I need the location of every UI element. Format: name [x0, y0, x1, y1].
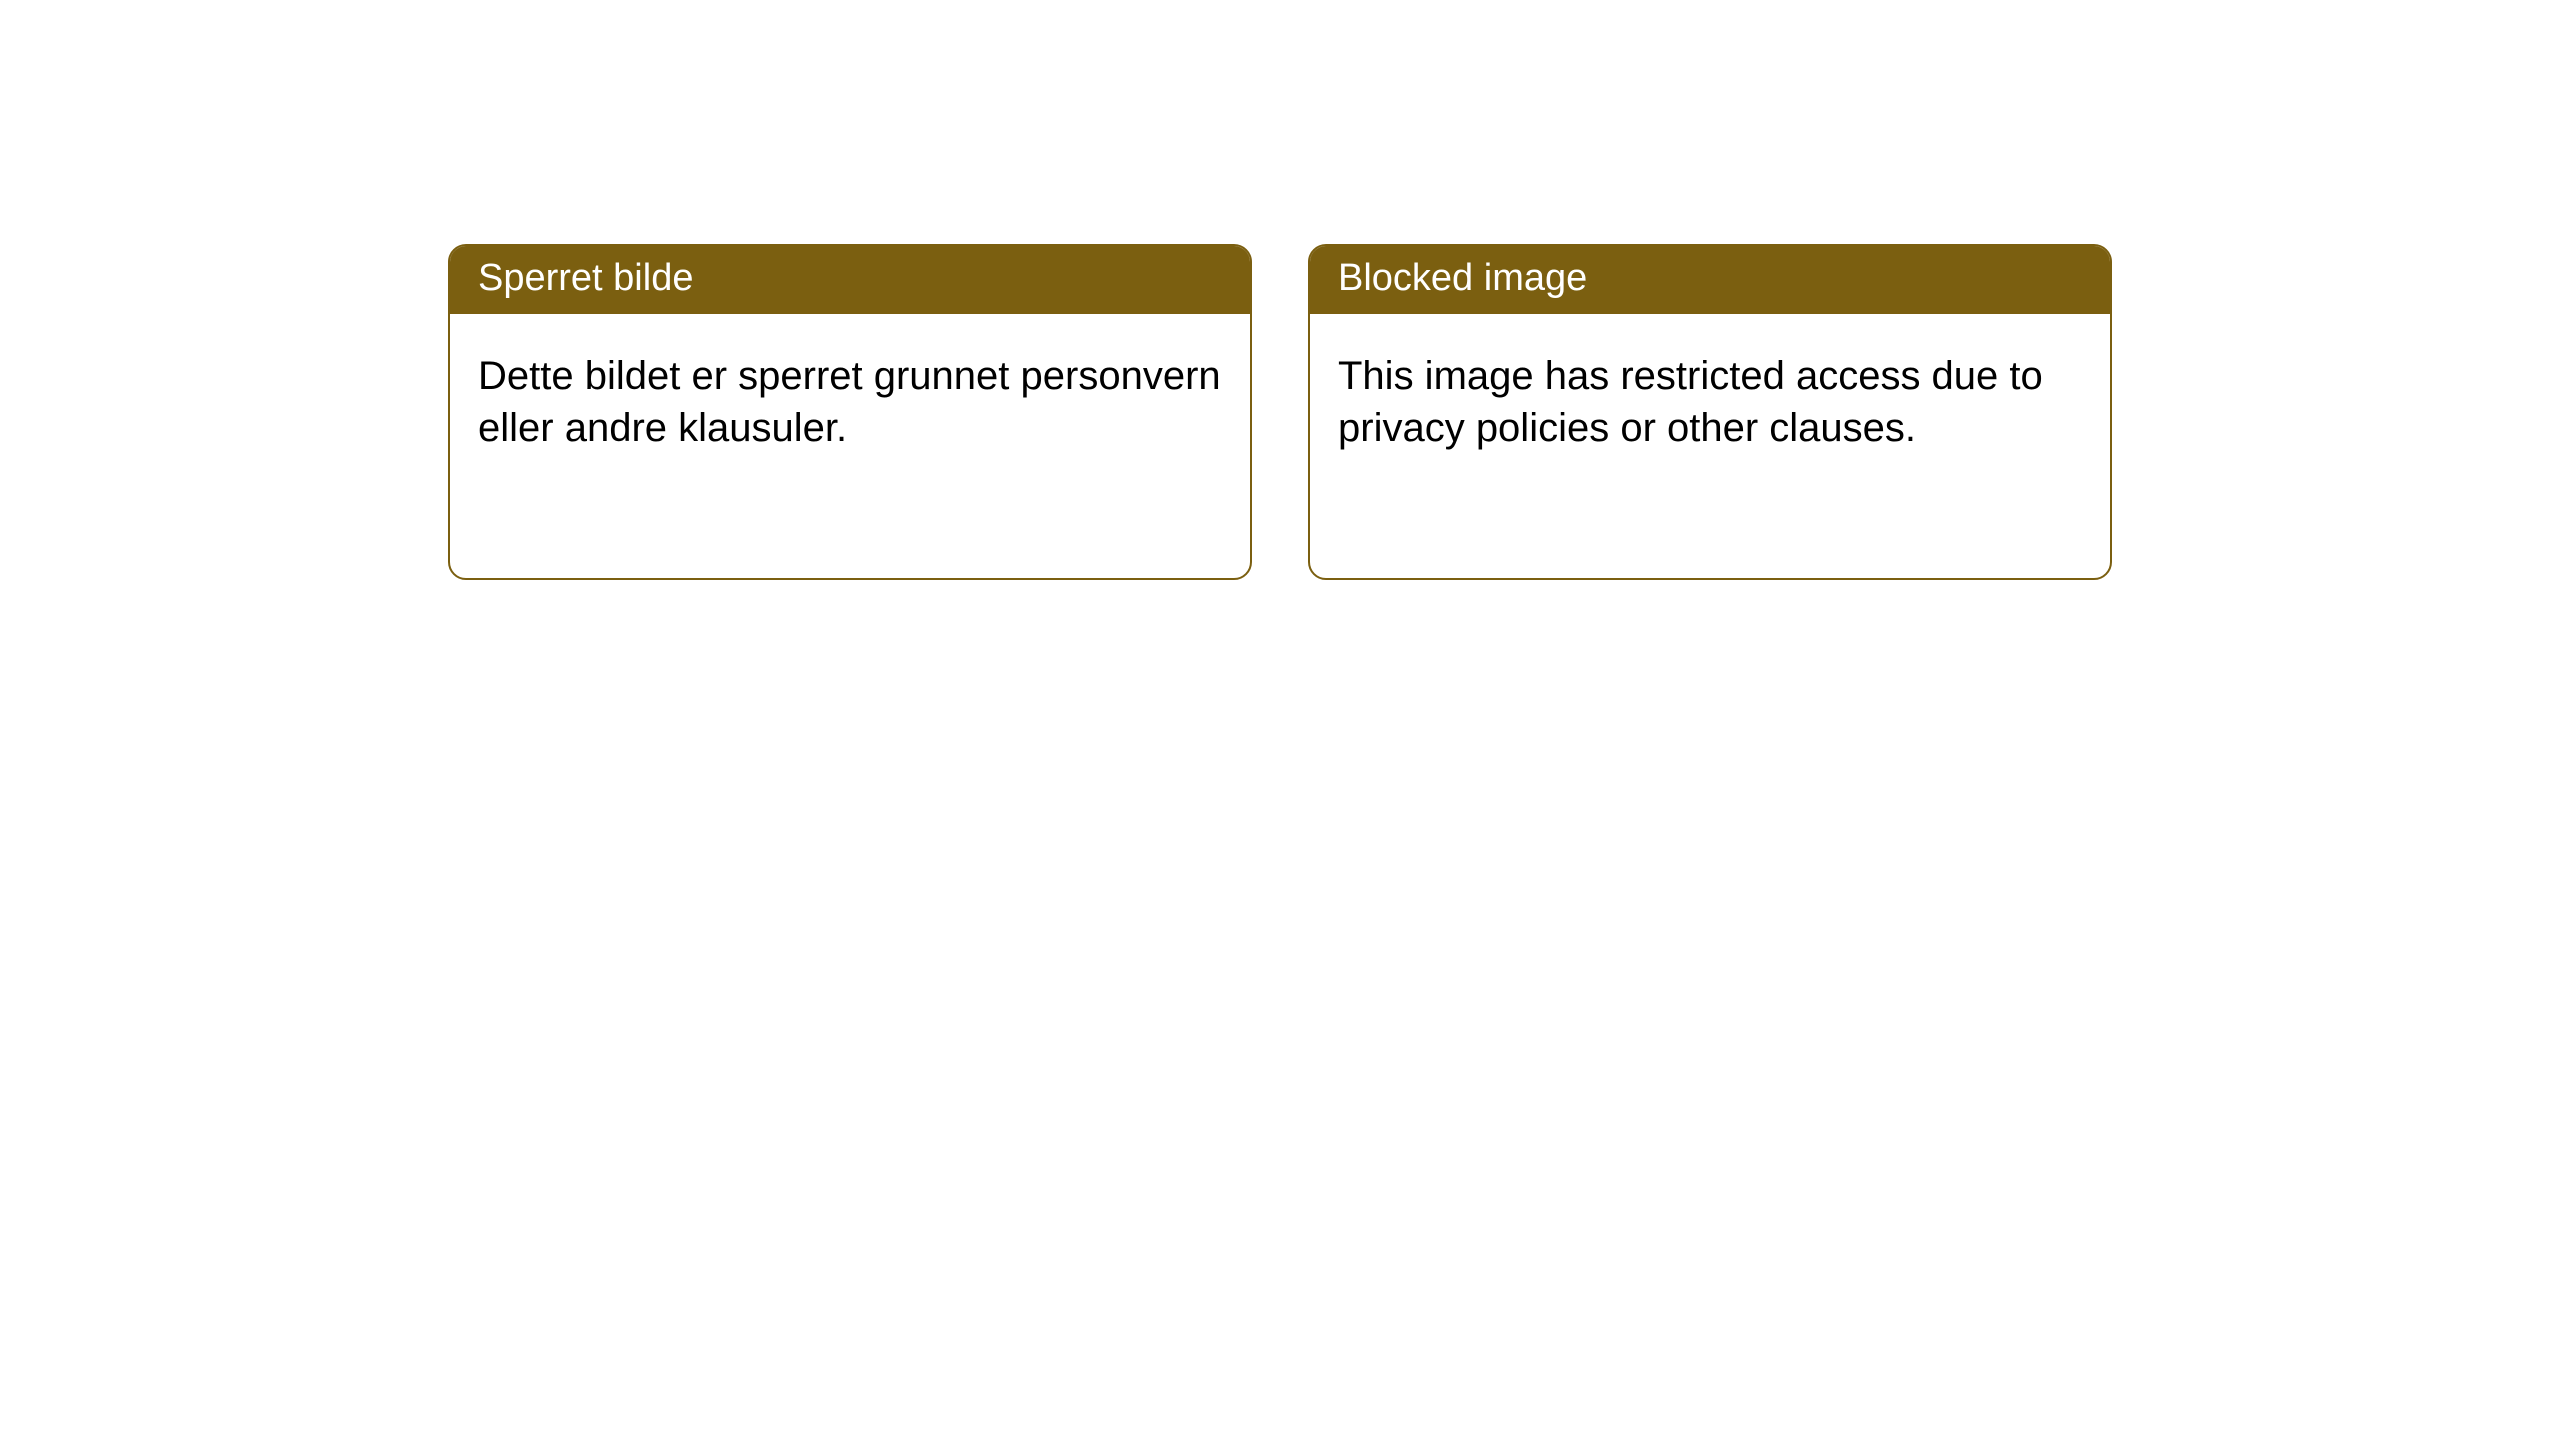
notice-body: This image has restricted access due to … [1310, 314, 2110, 482]
notice-text: Dette bildet er sperret grunnet personve… [478, 354, 1221, 450]
notice-header: Sperret bilde [450, 246, 1250, 314]
notice-text: This image has restricted access due to … [1338, 354, 2043, 450]
notice-title: Sperret bilde [478, 257, 693, 299]
notice-card-norwegian: Sperret bilde Dette bildet er sperret gr… [448, 244, 1252, 580]
notice-container: Sperret bilde Dette bildet er sperret gr… [448, 244, 2112, 580]
notice-card-english: Blocked image This image has restricted … [1308, 244, 2112, 580]
notice-title: Blocked image [1338, 257, 1587, 299]
notice-header: Blocked image [1310, 246, 2110, 314]
notice-body: Dette bildet er sperret grunnet personve… [450, 314, 1250, 482]
